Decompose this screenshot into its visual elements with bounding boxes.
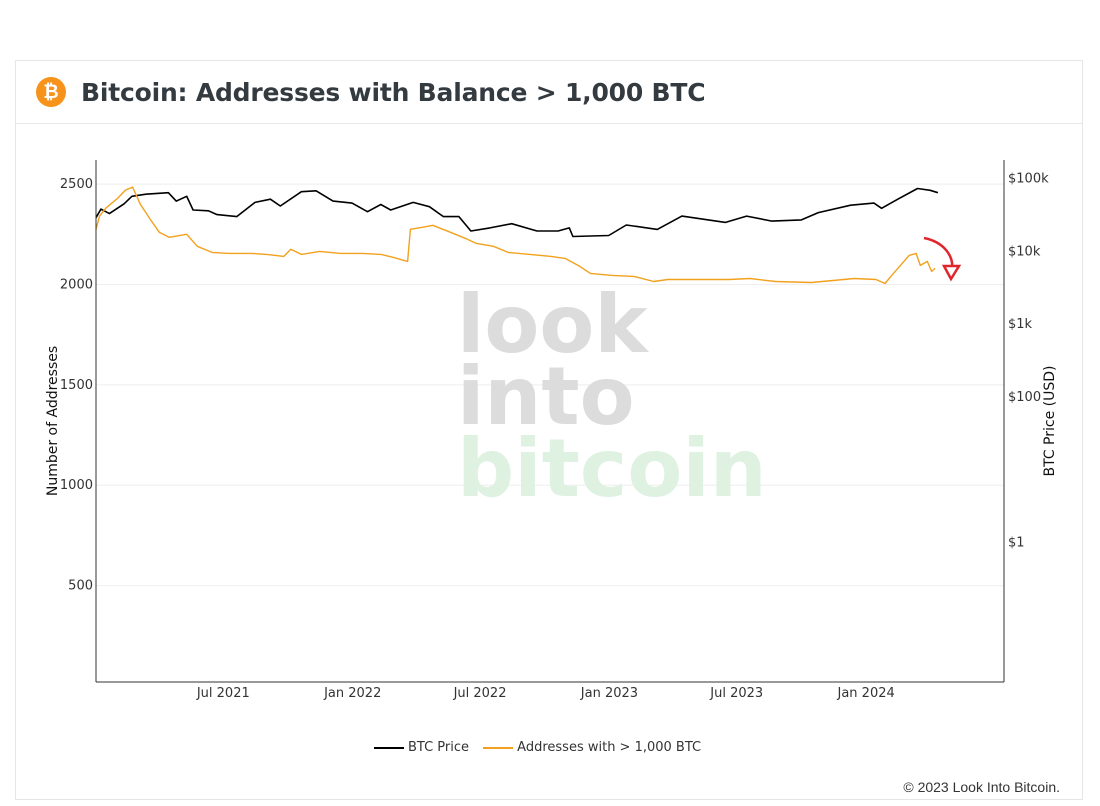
y-left-tick-500: 500 <box>68 579 93 594</box>
series-line-btc-price <box>95 187 939 238</box>
chart-card: ₿ Bitcoin: Addresses with Balance > 1,00… <box>15 60 1083 800</box>
grid-lines <box>96 183 1004 587</box>
y-axis-right-title: BTC Price (USD) <box>1042 365 1058 476</box>
axes <box>95 160 1005 683</box>
legend-label-btc-price: BTC Price <box>408 740 470 755</box>
down-arrow-annotation-icon <box>923 236 962 282</box>
x-tick-3: Jan 2023 <box>580 686 638 701</box>
y-axis-left-title: Number of Addresses <box>45 346 61 496</box>
legend-swatch-btc-price <box>374 746 404 749</box>
watermark-word-1: look <box>457 278 649 371</box>
series-lines <box>95 186 939 285</box>
card-header: ₿ Bitcoin: Addresses with Balance > 1,00… <box>16 61 1082 124</box>
watermark-word-2: into <box>457 350 635 443</box>
watermark: look into bitcoin <box>457 278 767 515</box>
x-tick-1: Jan 2022 <box>323 686 381 701</box>
y-right-tick-0: $1 <box>1008 535 1025 550</box>
chart-legend: BTC Price Addresses with > 1,000 BTC <box>374 740 711 755</box>
tick-labels: 500 1000 1500 2000 2500 $1 $100 $1k $10k $100k Jul… <box>60 172 1049 701</box>
page-title: Bitcoin: Addresses with Balance > 1,000 … <box>81 78 706 107</box>
legend-label-addresses: Addresses with > 1,000 BTC <box>517 740 702 755</box>
bitcoin-logo-icon: ₿ <box>36 77 66 107</box>
y-right-tick-2: $1k <box>1008 317 1033 332</box>
legend-item-addresses[interactable]: Addresses with > 1,000 BTC <box>483 740 701 755</box>
y-left-tick-2000: 2000 <box>60 277 93 292</box>
x-tick-2: Jul 2022 <box>453 686 507 701</box>
watermark-word-3: bitcoin <box>457 422 767 515</box>
y-left-tick-1500: 1500 <box>60 378 93 393</box>
copyright-text: © 2023 Look Into Bitcoin. <box>903 779 1060 795</box>
x-tick-0: Jul 2021 <box>196 686 250 701</box>
series-line-addresses <box>95 186 936 285</box>
y-right-tick-1: $100 <box>1008 390 1041 405</box>
x-tick-4: Jul 2023 <box>709 686 763 701</box>
legend-swatch-addresses <box>483 746 514 749</box>
y-right-tick-4: $100k <box>1008 172 1049 187</box>
legend-item-btc-price[interactable]: BTC Price <box>374 740 469 755</box>
y-left-tick-2500: 2500 <box>60 177 93 192</box>
x-tick-5: Jan 2024 <box>837 686 895 701</box>
y-left-tick-1000: 1000 <box>60 478 93 493</box>
y-right-tick-3: $10k <box>1008 244 1041 259</box>
